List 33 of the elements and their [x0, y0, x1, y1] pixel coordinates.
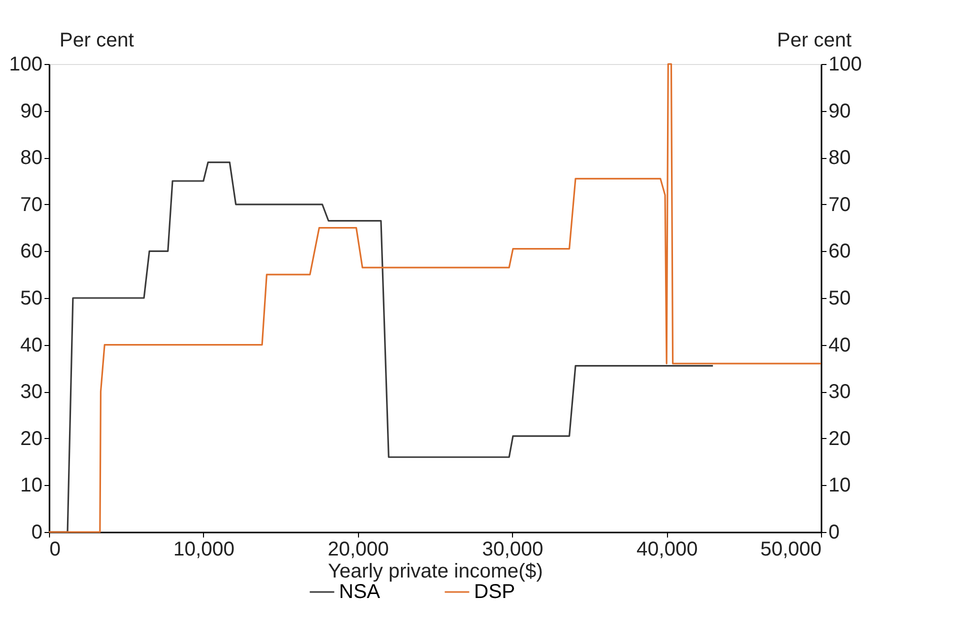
- y2-tick-label: 20: [828, 428, 851, 450]
- x-tick-label: 50,000: [760, 538, 822, 560]
- x-tick-label: 40,000: [636, 538, 698, 560]
- y2-tick-label: 10: [828, 474, 851, 497]
- x-tick-label: 0: [50, 538, 61, 560]
- y-tick-label: 50: [20, 288, 42, 310]
- y-tick-label: 80: [20, 147, 42, 170]
- y2-tick-label: 90: [828, 100, 851, 122]
- y-tick-label: 100: [9, 54, 42, 76]
- y2-axis-title: Per cent: [777, 30, 852, 52]
- y2-tick-label: 30: [828, 381, 851, 404]
- y2-tick-label: 70: [828, 194, 851, 216]
- x-axis-title: Yearly private income($): [328, 560, 543, 582]
- x-tick-label: 10,000: [173, 538, 234, 560]
- y-tick-label: 30: [20, 381, 42, 404]
- y2-tick-label: 50: [828, 288, 851, 310]
- x-tick-label: 30,000: [482, 538, 544, 560]
- legend-label: DSP: [474, 581, 516, 603]
- y-tick-label: 40: [20, 334, 42, 356]
- y2-tick-label: 60: [828, 240, 851, 263]
- y2-tick-label: 0: [828, 522, 840, 544]
- x-tick-label: 20,000: [328, 538, 389, 560]
- y-tick-label: 20: [20, 428, 42, 450]
- y-tick-label: 70: [20, 194, 42, 216]
- y-tick-label: 90: [20, 100, 42, 122]
- y2-tick-label: 80: [828, 147, 851, 170]
- y2-tick-label: 100: [828, 54, 862, 76]
- y-tick-label: 10: [20, 474, 42, 497]
- y2-tick-label: 40: [828, 334, 851, 356]
- y-tick-label: 0: [31, 522, 42, 544]
- legend-label: NSA: [339, 581, 381, 603]
- y-axis-title: Per cent: [60, 30, 134, 52]
- y-tick-label: 60: [20, 240, 42, 263]
